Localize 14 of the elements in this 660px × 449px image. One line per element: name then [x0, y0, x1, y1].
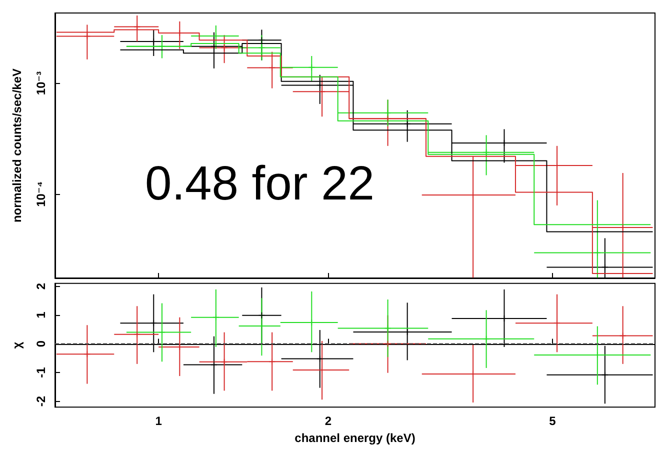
y-tick-label: 2 [34, 282, 48, 290]
y-axis-title: normalized counts/sec/keV [10, 68, 24, 223]
y-tick-label: 10⁻³ [34, 71, 48, 96]
y-tick-label: -1 [34, 366, 48, 378]
x-tick-label: 1 [155, 414, 162, 428]
y-tick-label: 0 [34, 340, 48, 348]
y-axis-title: χ [10, 342, 24, 349]
x-tick-label: 2 [324, 414, 332, 428]
y-tick-label: 10⁻⁴ [34, 181, 48, 207]
annotation: 0.48 for 22 [145, 158, 374, 210]
x-tick-label: 5 [549, 414, 556, 428]
y-tick-label: 1 [34, 311, 48, 318]
y-tick-label: -2 [34, 396, 48, 407]
x-axis-title: channel energy (keV) [294, 431, 416, 445]
